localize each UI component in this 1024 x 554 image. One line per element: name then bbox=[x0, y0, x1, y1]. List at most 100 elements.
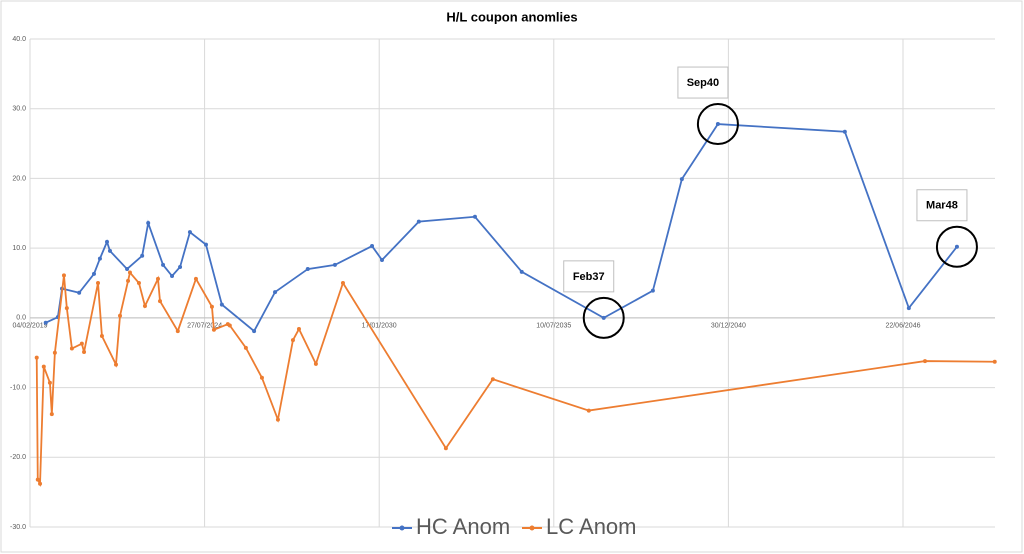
data-point bbox=[170, 274, 175, 279]
data-point bbox=[954, 244, 959, 249]
y-tick-label: 0.0 bbox=[16, 315, 26, 322]
data-point bbox=[472, 214, 477, 219]
annotation-circle bbox=[696, 103, 739, 146]
data-point bbox=[35, 477, 40, 482]
data-point bbox=[313, 361, 318, 366]
y-tick-label: 20.0 bbox=[12, 175, 26, 182]
data-point bbox=[922, 359, 927, 364]
data-point bbox=[161, 262, 166, 267]
data-point bbox=[273, 290, 278, 295]
legend-label: HC Anom bbox=[416, 514, 510, 539]
data-point bbox=[140, 253, 145, 258]
data-point bbox=[209, 304, 214, 309]
data-point bbox=[107, 248, 112, 253]
x-tick-label: 17/01/2030 bbox=[362, 323, 397, 330]
data-point bbox=[211, 327, 216, 332]
data-point bbox=[82, 350, 87, 355]
data-point bbox=[178, 264, 183, 269]
data-point bbox=[52, 350, 57, 355]
annotation-box bbox=[563, 260, 615, 293]
annotation-label: Feb37 bbox=[573, 271, 605, 283]
legend-marker bbox=[529, 525, 535, 531]
data-point bbox=[842, 129, 847, 134]
data-point bbox=[519, 269, 524, 274]
data-point bbox=[490, 377, 495, 382]
data-point bbox=[157, 299, 162, 304]
data-point bbox=[47, 380, 52, 385]
data-point bbox=[586, 408, 591, 413]
data-point bbox=[64, 306, 69, 311]
data-point bbox=[601, 315, 606, 320]
data-point bbox=[136, 281, 141, 285]
data-point bbox=[38, 481, 43, 486]
y-tick-label: -30.0 bbox=[10, 524, 26, 531]
x-tick-label: 10/07/2035 bbox=[536, 323, 571, 330]
data-point bbox=[203, 242, 208, 247]
data-point bbox=[227, 323, 232, 328]
data-point bbox=[69, 346, 74, 351]
data-point bbox=[259, 375, 264, 380]
data-point bbox=[43, 320, 48, 325]
annotation-circle bbox=[935, 225, 978, 268]
data-point bbox=[146, 221, 151, 226]
data-point bbox=[650, 288, 655, 293]
legend-label: LC Anom bbox=[546, 514, 637, 539]
x-tick-label: 27/07/2024 bbox=[187, 323, 222, 330]
data-point bbox=[91, 271, 96, 276]
data-point bbox=[906, 306, 911, 311]
x-tick-label: 04/02/2019 bbox=[12, 323, 47, 330]
data-point bbox=[332, 262, 337, 267]
data-point bbox=[175, 329, 180, 334]
data-point bbox=[252, 329, 257, 334]
data-point bbox=[305, 267, 310, 272]
legend-marker bbox=[399, 525, 405, 531]
data-point bbox=[219, 302, 224, 307]
data-point bbox=[679, 177, 684, 182]
y-tick-label: 30.0 bbox=[12, 106, 26, 113]
y-tick-label: -10.0 bbox=[10, 384, 26, 391]
data-point bbox=[34, 355, 39, 360]
data-point bbox=[96, 281, 101, 285]
data-point bbox=[290, 338, 295, 343]
chart-title: H/L coupon anomlies bbox=[446, 9, 577, 24]
annotation-box bbox=[677, 66, 729, 99]
data-point bbox=[104, 239, 109, 244]
data-point bbox=[416, 219, 421, 224]
data-point bbox=[49, 412, 54, 417]
data-point bbox=[370, 244, 375, 249]
data-point bbox=[113, 362, 118, 367]
x-tick-label: 22/06/2046 bbox=[885, 323, 920, 330]
annotation-label: Sep40 bbox=[687, 77, 719, 89]
data-point bbox=[296, 327, 301, 332]
data-point bbox=[155, 276, 160, 281]
data-point bbox=[118, 313, 123, 318]
data-point bbox=[275, 417, 280, 422]
data-point bbox=[379, 257, 384, 262]
data-point bbox=[77, 290, 82, 295]
data-point bbox=[187, 230, 192, 235]
data-point bbox=[340, 281, 345, 285]
data-point bbox=[142, 304, 147, 309]
data-point bbox=[443, 446, 448, 451]
annotation-label: Mar48 bbox=[926, 200, 958, 212]
data-point bbox=[61, 273, 66, 278]
data-point bbox=[126, 278, 131, 283]
data-point bbox=[127, 270, 132, 275]
data-point bbox=[99, 333, 104, 338]
y-tick-label: 40.0 bbox=[12, 36, 26, 43]
data-point bbox=[992, 359, 997, 364]
y-tick-label: 10.0 bbox=[12, 245, 26, 252]
y-tick-label: -20.0 bbox=[10, 454, 26, 461]
x-tick-label: 30/12/2040 bbox=[711, 323, 746, 330]
data-point bbox=[79, 341, 84, 346]
series-line bbox=[35, 270, 995, 488]
data-point bbox=[193, 276, 198, 281]
data-point bbox=[715, 122, 720, 127]
data-point bbox=[125, 267, 130, 272]
annotation-box bbox=[916, 189, 968, 222]
data-point bbox=[97, 256, 102, 261]
annotation-circle bbox=[582, 296, 625, 339]
data-point bbox=[41, 364, 46, 369]
